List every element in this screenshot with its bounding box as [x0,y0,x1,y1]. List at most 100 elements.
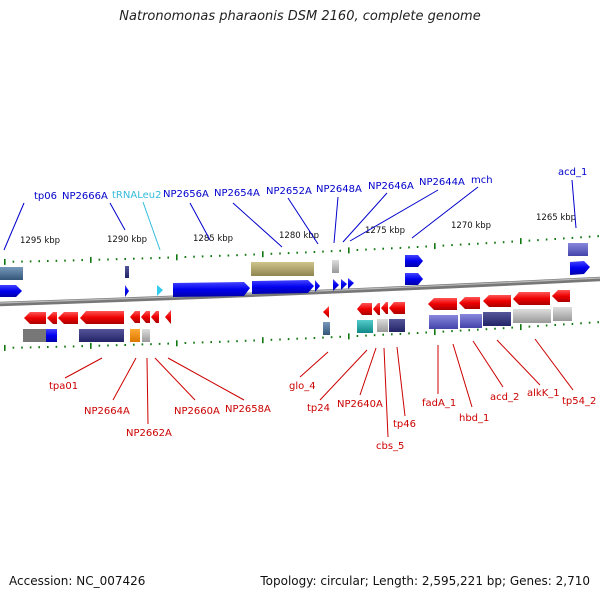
tick-mark [434,329,436,336]
scale-label: 1275 kbp [365,226,405,236]
tick-mark [373,248,376,251]
tick-mark [124,258,126,260]
tick-mark [227,340,230,343]
tick-mark [339,249,341,252]
tick-mark [176,340,178,347]
cog-box [46,329,57,342]
tick-mark [391,247,393,250]
tick-mark [477,328,479,331]
tick-mark [176,254,178,261]
tick-mark [21,346,23,349]
cog-box [142,329,150,342]
gene-arrow [0,285,22,297]
tick-mark [494,241,496,244]
gene-label: NP2666A [62,191,108,202]
gene-arrow [405,255,423,267]
tick-mark [485,242,488,245]
tick-mark [545,238,548,241]
gene-label: glo_4 [289,381,316,392]
tick-mark [408,332,410,335]
gene-arrow [141,311,150,323]
tick-mark [391,333,393,336]
gene-label: NP2662A [126,428,172,439]
trna-arrow [157,285,163,296]
tick-mark [98,258,101,261]
cog-box [429,315,458,329]
gene-label: acd_1 [558,167,587,178]
bottom-leader-lines [64,338,574,438]
tick-mark [150,257,152,260]
gene-arrow [570,261,590,275]
forward-genes [0,243,590,297]
tick-mark [373,334,376,337]
gene-arrow [58,312,78,324]
tick-mark [563,237,565,240]
gene-label: tp54_2 [562,396,596,407]
cog-box [125,266,129,278]
gene-label: NP2648A [316,184,362,195]
gene-arrow [513,292,550,305]
scale-labels: 1295 kbp 1290 kbp 1285 kbp 1280 kbp 1275… [20,213,576,246]
gene-label: hbd_1 [459,413,489,424]
gene-arrow [341,279,347,290]
gene-arrow [483,295,511,307]
tick-mark [502,327,505,330]
top-gene-labels: tp06 NP2666A tRNALeu2 NP2656A NP2654A NP… [34,167,587,202]
tick-mark [107,258,109,261]
tick-mark [348,333,350,340]
tick-mark [502,241,505,244]
tick-mark [477,242,479,245]
tick-mark [90,342,92,349]
tick-mark [554,238,556,240]
gene-label: NP2656A [163,189,209,200]
tick-mark [98,344,101,347]
gene-label: tp06 [34,191,57,202]
tick-mark [365,334,367,337]
top-leader-lines [3,179,577,251]
scale-label: 1295 kbp [20,236,60,246]
tick-mark [494,327,496,330]
tick-mark [408,246,410,249]
tick-mark [64,345,66,348]
tick-mark [528,239,531,242]
tick-mark [313,337,316,339]
tick-mark [330,250,333,253]
gene-label: tp24 [307,403,330,414]
tick-mark [38,346,40,349]
tick-mark [55,345,58,348]
tick-mark [520,324,522,331]
tick-mark [244,339,247,342]
tick-mark [38,260,40,263]
cog-box [377,319,388,332]
tick-mark [262,251,264,258]
tick-mark [29,346,32,349]
tick-mark [279,338,281,341]
tick-mark [141,257,144,260]
tick-mark [459,329,462,332]
cog-box [568,243,588,256]
tick-mark [434,243,436,250]
gene-label: tp46 [393,419,416,430]
scale-label: 1270 kbp [451,221,491,231]
tick-mark [12,260,15,263]
tick-mark [597,235,599,238]
tick-mark [262,337,264,344]
cog-box [483,312,511,326]
tick-mark [72,345,75,348]
tick-mark [554,324,556,326]
tick-mark [158,256,161,259]
cog-box [389,319,405,332]
tick-mark [150,343,152,346]
tick-mark [296,337,298,340]
tick-mark [322,250,324,253]
tick-mark [563,323,565,326]
tick-mark [537,239,539,242]
tick-mark [12,346,15,349]
tick-mark [322,336,324,339]
tick-mark [511,240,513,243]
tick-mark [451,244,453,247]
gene-label: NP2660A [174,406,220,417]
scale-label: 1290 kbp [107,235,147,245]
tick-mark [201,341,204,344]
